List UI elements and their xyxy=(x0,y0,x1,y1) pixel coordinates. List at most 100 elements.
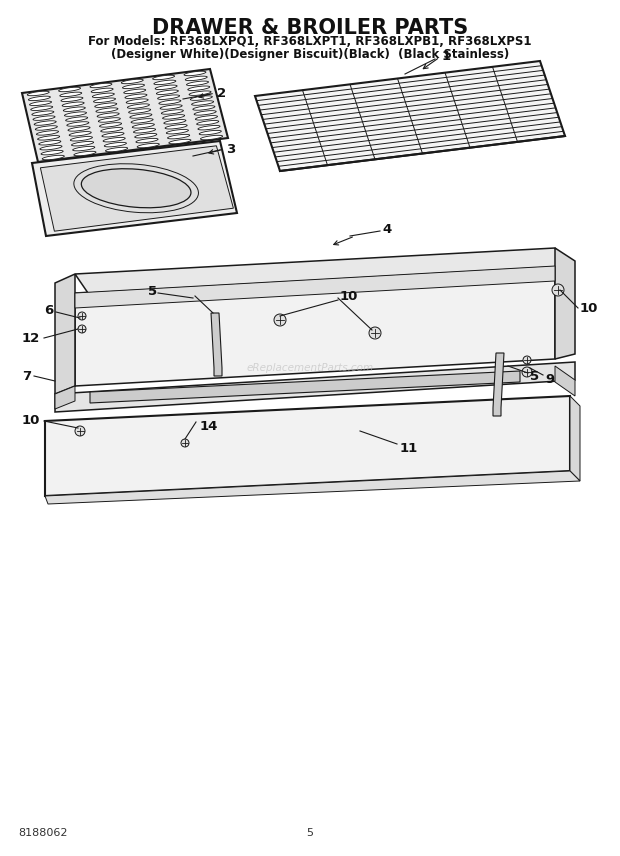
Ellipse shape xyxy=(68,127,90,131)
Polygon shape xyxy=(211,313,222,376)
Polygon shape xyxy=(55,386,75,409)
Text: 5: 5 xyxy=(306,828,314,838)
Ellipse shape xyxy=(125,94,147,98)
Ellipse shape xyxy=(131,119,153,123)
Ellipse shape xyxy=(195,116,218,120)
Ellipse shape xyxy=(74,152,96,156)
Text: 10: 10 xyxy=(580,301,598,314)
Ellipse shape xyxy=(31,106,53,110)
Ellipse shape xyxy=(37,131,58,135)
Ellipse shape xyxy=(185,76,207,80)
Ellipse shape xyxy=(165,124,187,129)
Text: 2: 2 xyxy=(217,86,226,99)
Ellipse shape xyxy=(60,92,82,97)
Text: 5: 5 xyxy=(530,370,539,383)
Ellipse shape xyxy=(190,96,213,100)
Ellipse shape xyxy=(184,71,206,75)
Text: 12: 12 xyxy=(22,331,40,344)
Ellipse shape xyxy=(123,84,144,89)
Ellipse shape xyxy=(128,109,151,113)
Ellipse shape xyxy=(155,85,177,90)
Ellipse shape xyxy=(71,141,94,146)
Ellipse shape xyxy=(42,155,64,160)
Ellipse shape xyxy=(122,80,143,84)
Ellipse shape xyxy=(27,92,49,96)
Ellipse shape xyxy=(96,108,118,112)
Ellipse shape xyxy=(35,126,58,130)
Circle shape xyxy=(78,325,86,333)
Ellipse shape xyxy=(167,134,190,139)
Ellipse shape xyxy=(105,147,128,152)
Circle shape xyxy=(75,426,85,436)
Circle shape xyxy=(523,356,531,364)
Text: 5: 5 xyxy=(148,284,157,298)
Circle shape xyxy=(552,284,564,296)
Ellipse shape xyxy=(100,122,122,128)
Ellipse shape xyxy=(162,115,185,119)
Polygon shape xyxy=(22,69,228,162)
Ellipse shape xyxy=(100,128,123,132)
Text: (Designer White)(Designer Biscuit)(Black)  (Black Stainless): (Designer White)(Designer Biscuit)(Black… xyxy=(111,48,509,61)
Ellipse shape xyxy=(200,135,223,140)
Ellipse shape xyxy=(73,146,95,151)
Ellipse shape xyxy=(199,130,221,135)
Ellipse shape xyxy=(194,110,216,115)
Text: eReplacementParts.com: eReplacementParts.com xyxy=(246,363,374,373)
Text: 11: 11 xyxy=(400,442,419,455)
Ellipse shape xyxy=(161,110,184,114)
Circle shape xyxy=(522,367,532,377)
Text: 1: 1 xyxy=(442,50,451,62)
Ellipse shape xyxy=(188,86,210,91)
Ellipse shape xyxy=(159,100,181,104)
Ellipse shape xyxy=(136,139,158,143)
Polygon shape xyxy=(55,362,575,412)
Text: 8188062: 8188062 xyxy=(18,828,68,838)
Ellipse shape xyxy=(193,106,215,110)
Polygon shape xyxy=(40,146,233,231)
Ellipse shape xyxy=(29,96,50,101)
Ellipse shape xyxy=(130,114,152,118)
Polygon shape xyxy=(255,61,565,171)
Ellipse shape xyxy=(132,123,154,128)
Text: 4: 4 xyxy=(382,223,391,235)
Ellipse shape xyxy=(156,90,179,94)
Ellipse shape xyxy=(166,129,188,134)
Ellipse shape xyxy=(97,113,119,117)
Ellipse shape xyxy=(135,134,157,138)
Ellipse shape xyxy=(70,136,92,141)
Ellipse shape xyxy=(69,132,91,136)
Ellipse shape xyxy=(34,121,56,125)
Ellipse shape xyxy=(61,97,83,102)
Polygon shape xyxy=(570,396,580,481)
Circle shape xyxy=(369,327,381,339)
Ellipse shape xyxy=(90,83,112,87)
Ellipse shape xyxy=(63,107,86,111)
Text: 7: 7 xyxy=(22,370,31,383)
Ellipse shape xyxy=(99,118,120,122)
Polygon shape xyxy=(555,366,575,396)
Ellipse shape xyxy=(33,116,55,121)
Ellipse shape xyxy=(127,104,149,109)
Text: 3: 3 xyxy=(226,142,235,156)
Polygon shape xyxy=(493,353,504,416)
Ellipse shape xyxy=(189,91,211,95)
Ellipse shape xyxy=(41,151,63,155)
Ellipse shape xyxy=(192,101,214,105)
Ellipse shape xyxy=(154,80,176,85)
Ellipse shape xyxy=(94,98,115,103)
Ellipse shape xyxy=(160,104,182,110)
Ellipse shape xyxy=(40,146,62,150)
Ellipse shape xyxy=(197,121,219,125)
Polygon shape xyxy=(90,371,520,403)
Polygon shape xyxy=(75,266,555,386)
Ellipse shape xyxy=(169,140,191,144)
Circle shape xyxy=(181,439,189,447)
Ellipse shape xyxy=(104,142,126,147)
Text: DRAWER & BROILER PARTS: DRAWER & BROILER PARTS xyxy=(152,18,468,38)
Ellipse shape xyxy=(91,88,113,92)
Ellipse shape xyxy=(81,169,191,208)
Ellipse shape xyxy=(198,126,220,130)
Polygon shape xyxy=(75,248,570,293)
Ellipse shape xyxy=(38,135,60,140)
Text: 6: 6 xyxy=(44,304,53,317)
